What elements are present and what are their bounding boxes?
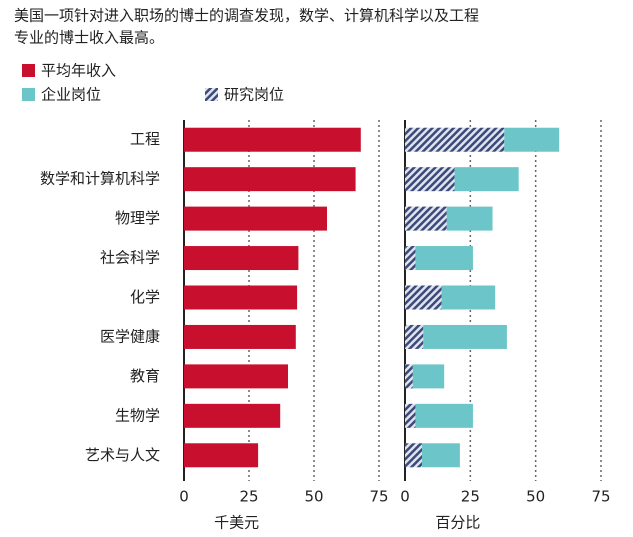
bar xyxy=(454,167,519,192)
category-label: 化学 xyxy=(130,288,160,306)
bar xyxy=(184,403,281,428)
bar xyxy=(446,206,493,231)
bar xyxy=(184,285,298,310)
title-line: 专业的博士收入最高。 xyxy=(14,29,164,47)
category-label: 教育 xyxy=(130,367,160,385)
bar xyxy=(405,127,505,152)
bar xyxy=(415,246,473,271)
bar xyxy=(504,127,560,152)
bar xyxy=(415,403,473,428)
legend-swatch xyxy=(22,64,35,77)
x-tick-label: 50 xyxy=(526,488,545,506)
bar xyxy=(412,364,445,389)
x-axis-label: 千美元 xyxy=(214,514,259,532)
legend-label: 平均年收入 xyxy=(41,62,116,80)
bar xyxy=(184,364,288,389)
x-tick-label: 25 xyxy=(461,488,480,506)
bar xyxy=(184,246,299,271)
x-tick-label: 25 xyxy=(239,488,258,506)
legend-label: 研究岗位 xyxy=(224,86,284,104)
bar xyxy=(184,443,259,468)
category-label: 艺术与人文 xyxy=(85,446,160,464)
x-tick-label: 75 xyxy=(369,488,388,506)
bar xyxy=(184,167,356,192)
bar xyxy=(405,364,413,389)
bar xyxy=(405,246,416,271)
legend-swatch xyxy=(22,88,35,101)
category-label: 数学和计算机科学 xyxy=(40,170,160,188)
bar xyxy=(184,324,296,349)
category-label: 生物学 xyxy=(115,406,160,424)
category-label: 工程 xyxy=(130,130,160,148)
x-tick-label: 0 xyxy=(179,488,189,506)
bar xyxy=(184,127,361,152)
bar xyxy=(405,324,424,349)
category-label: 医学健康 xyxy=(100,327,160,345)
bar xyxy=(405,285,442,310)
category-label: 物理学 xyxy=(115,209,160,227)
x-tick-label: 50 xyxy=(304,488,323,506)
bar xyxy=(421,443,460,468)
bar xyxy=(405,403,416,428)
x-tick-label: 75 xyxy=(591,488,610,506)
bar xyxy=(441,285,496,310)
x-axis-label: 百分比 xyxy=(435,514,480,532)
legend-label: 企业岗位 xyxy=(41,86,101,104)
bar xyxy=(405,167,455,192)
bar xyxy=(184,206,327,231)
category-label: 社会科学 xyxy=(100,249,160,267)
bar xyxy=(405,443,422,468)
bar xyxy=(405,206,447,231)
legend-swatch xyxy=(205,88,218,101)
x-tick-label: 0 xyxy=(400,488,410,506)
bar xyxy=(423,324,507,349)
title-line: 美国一项针对进入职场的博士的调查发现，数学、计算机科学以及工程 xyxy=(14,7,479,25)
